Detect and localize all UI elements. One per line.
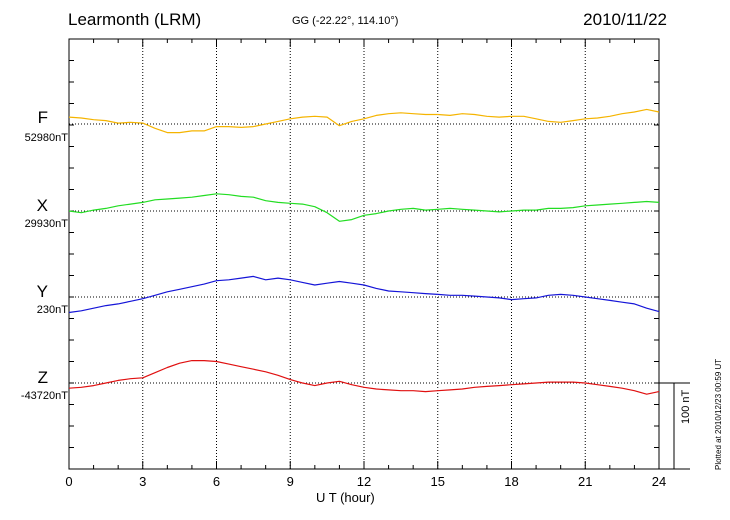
series-line-f: [68, 108, 660, 134]
x-tick-label: 18: [504, 474, 519, 489]
baseline-label-z: -43720nT: [20, 390, 68, 402]
baseline-label-f: 52980nT: [24, 132, 68, 144]
x-tick-label: 9: [286, 474, 294, 489]
date-label: 2010/11/22: [583, 10, 667, 29]
plot-frame: [68, 38, 660, 470]
component-label-f: F: [37, 108, 48, 127]
component-label-x: X: [36, 196, 48, 215]
x-axis-label: U T (hour): [316, 490, 375, 505]
x-tick-label: 15: [430, 474, 445, 489]
scale-bar-label: 100 nT: [680, 389, 692, 424]
x-tick-label: 24: [651, 474, 667, 489]
baseline-label-x: 29930nT: [24, 218, 68, 230]
series-line-y: [68, 275, 660, 314]
geographic-coordinates: GG (-22.22°, 114.10°): [292, 15, 399, 27]
station-title: Learmonth (LRM): [68, 10, 202, 29]
x-tick-label: 0: [65, 474, 73, 489]
series-line-x: [68, 193, 660, 222]
x-tick-label: 3: [139, 474, 147, 489]
baseline-label-y: 230nT: [36, 304, 68, 316]
component-label-z: Z: [37, 368, 48, 387]
series-line-z: [68, 360, 660, 395]
x-tick-label: 6: [212, 474, 221, 489]
x-tick-label: 12: [356, 474, 372, 489]
x-tick-label: 21: [578, 474, 593, 489]
component-label-y: Y: [36, 282, 48, 301]
plotted-timestamp: Plotted at 2010/12/23 00:59 UT: [714, 358, 723, 470]
